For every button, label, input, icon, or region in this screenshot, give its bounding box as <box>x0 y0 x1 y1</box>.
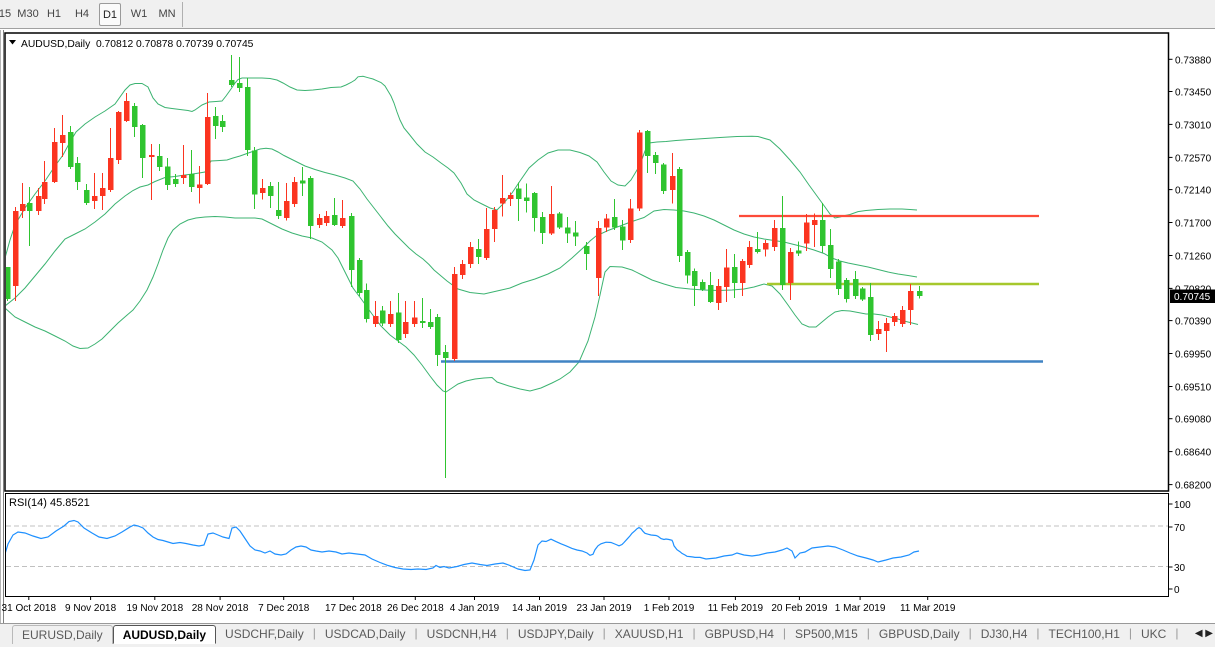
svg-text:0.73450: 0.73450 <box>1175 88 1212 99</box>
svg-text:9 Nov 2018: 9 Nov 2018 <box>65 603 117 614</box>
svg-text:11 Mar 2019: 11 Mar 2019 <box>900 603 956 614</box>
svg-text:0.71700: 0.71700 <box>1175 219 1212 230</box>
svg-text:0.72140: 0.72140 <box>1175 186 1212 197</box>
svg-text:4 Jan 2019: 4 Jan 2019 <box>450 603 500 614</box>
svg-text:0.73010: 0.73010 <box>1175 120 1212 131</box>
svg-text:0.68200: 0.68200 <box>1175 481 1212 492</box>
svg-text:11 Feb 2019: 11 Feb 2019 <box>708 603 764 614</box>
svg-text:28 Nov 2018: 28 Nov 2018 <box>192 603 249 614</box>
svg-text:30: 30 <box>1174 563 1186 574</box>
svg-text:0.73880: 0.73880 <box>1175 55 1212 66</box>
svg-text:31 Oct 2018: 31 Oct 2018 <box>2 603 57 614</box>
svg-text:70: 70 <box>1174 523 1186 534</box>
svg-text:RSI(14) 45.8521: RSI(14) 45.8521 <box>9 497 90 509</box>
svg-text:100: 100 <box>1174 500 1191 511</box>
svg-text:0.70390: 0.70390 <box>1175 317 1212 328</box>
svg-text:19 Nov 2018: 19 Nov 2018 <box>126 603 183 614</box>
svg-text:20 Feb 2019: 20 Feb 2019 <box>771 603 828 614</box>
svg-text:23 Jan 2019: 23 Jan 2019 <box>576 603 631 614</box>
svg-text:0.72570: 0.72570 <box>1175 153 1212 164</box>
svg-text:0: 0 <box>1174 585 1180 596</box>
svg-text:1 Feb 2019: 1 Feb 2019 <box>644 603 695 614</box>
svg-text:7 Dec 2018: 7 Dec 2018 <box>258 603 310 614</box>
svg-text:1 Mar 2019: 1 Mar 2019 <box>835 603 886 614</box>
svg-text:26 Dec 2018: 26 Dec 2018 <box>387 603 444 614</box>
svg-text:0.69080: 0.69080 <box>1175 415 1212 426</box>
svg-text:14 Jan 2019: 14 Jan 2019 <box>512 603 567 614</box>
svg-text:0.68640: 0.68640 <box>1175 448 1212 459</box>
svg-text:17 Dec 2018: 17 Dec 2018 <box>325 603 382 614</box>
svg-text:0.71260: 0.71260 <box>1175 252 1212 263</box>
svg-text:0.69950: 0.69950 <box>1175 350 1212 361</box>
svg-text:0.70745: 0.70745 <box>1174 292 1211 303</box>
svg-text:0.69510: 0.69510 <box>1175 383 1212 394</box>
svg-text:AUDUSD,Daily 0.70812 0.70878: AUDUSD,Daily 0.70812 0.70878 0.70739 0.7… <box>21 39 254 50</box>
